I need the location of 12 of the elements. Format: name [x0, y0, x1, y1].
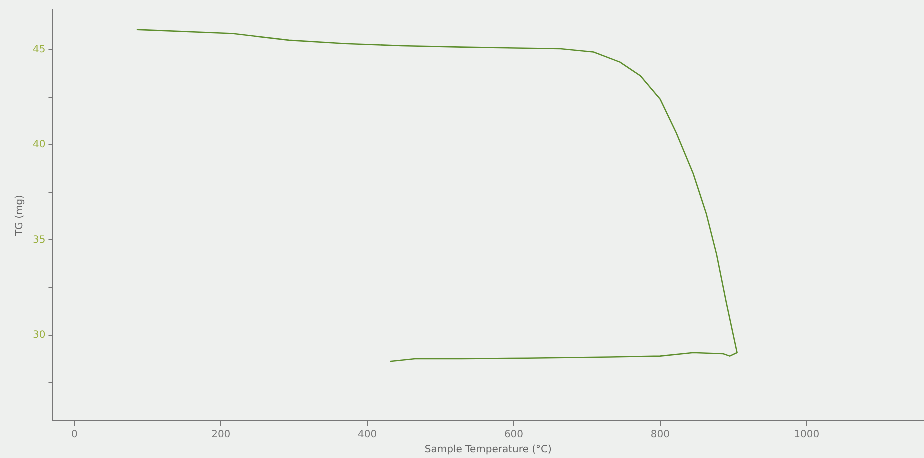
x-tick-label: 800: [650, 430, 670, 441]
y-axis-title: TG (mg): [14, 194, 26, 237]
y-tick-label: 45: [32, 44, 46, 56]
y-tick-label: 30: [32, 330, 46, 341]
x-tick-label: 0: [72, 430, 78, 441]
x-tick-label: 1000: [794, 430, 820, 441]
y-tick-label: 40: [32, 140, 46, 151]
x-tick-label: 200: [212, 430, 231, 441]
x-tick-label: 600: [504, 430, 524, 441]
x-tick-label: 400: [358, 430, 378, 441]
x-axis-title: Sample Temperature (°C): [424, 444, 552, 456]
y-tick-label: 35: [32, 234, 46, 246]
